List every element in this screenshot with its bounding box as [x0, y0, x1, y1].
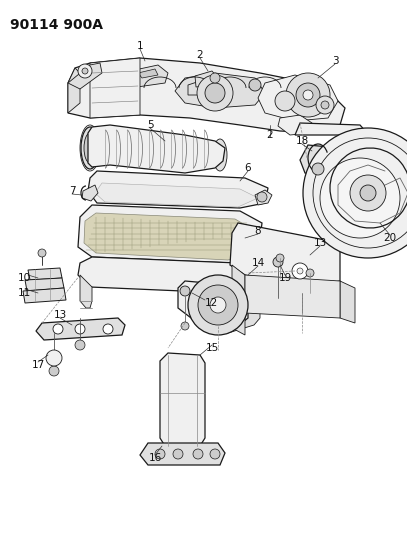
Polygon shape [88, 125, 225, 173]
Polygon shape [95, 183, 258, 207]
Circle shape [82, 68, 88, 74]
Text: 3: 3 [332, 56, 338, 66]
Circle shape [181, 322, 189, 330]
Circle shape [103, 324, 113, 334]
Polygon shape [68, 63, 102, 89]
Circle shape [210, 297, 226, 313]
Polygon shape [160, 353, 205, 446]
Polygon shape [228, 285, 260, 333]
Text: 19: 19 [278, 273, 292, 283]
Circle shape [197, 75, 233, 111]
Polygon shape [175, 73, 265, 108]
Text: 16: 16 [149, 453, 162, 463]
Circle shape [275, 91, 295, 111]
Circle shape [205, 83, 225, 103]
Polygon shape [68, 68, 80, 113]
Text: 14: 14 [252, 258, 265, 268]
Circle shape [210, 73, 220, 83]
Circle shape [313, 138, 407, 248]
Ellipse shape [213, 139, 227, 171]
Circle shape [273, 257, 283, 267]
Circle shape [321, 101, 329, 109]
Text: 1: 1 [137, 41, 143, 51]
Polygon shape [258, 75, 338, 121]
Text: 10: 10 [18, 273, 31, 283]
Text: 17: 17 [31, 360, 45, 370]
Circle shape [173, 449, 183, 459]
Polygon shape [23, 288, 66, 303]
Circle shape [78, 64, 92, 78]
Circle shape [303, 128, 407, 258]
Circle shape [180, 286, 190, 296]
Circle shape [49, 366, 59, 376]
Circle shape [312, 163, 324, 175]
Polygon shape [284, 253, 320, 295]
Polygon shape [80, 275, 92, 308]
Circle shape [292, 263, 308, 279]
Circle shape [297, 268, 303, 274]
Circle shape [257, 192, 267, 202]
Circle shape [188, 275, 248, 335]
Circle shape [303, 90, 313, 100]
Text: 90114 900A: 90114 900A [10, 18, 103, 32]
Polygon shape [84, 213, 252, 260]
Ellipse shape [81, 127, 99, 169]
Circle shape [360, 185, 376, 201]
Polygon shape [36, 318, 125, 340]
Polygon shape [195, 71, 218, 87]
Polygon shape [140, 443, 225, 465]
Circle shape [276, 254, 284, 262]
Polygon shape [278, 115, 312, 135]
Text: 18: 18 [295, 136, 309, 146]
Circle shape [286, 73, 330, 117]
Circle shape [296, 83, 320, 107]
Polygon shape [178, 281, 248, 327]
Polygon shape [68, 58, 345, 133]
Text: 5: 5 [147, 120, 153, 130]
Text: 13: 13 [313, 238, 327, 248]
Polygon shape [90, 58, 140, 118]
Ellipse shape [84, 133, 96, 163]
Polygon shape [82, 185, 98, 201]
Circle shape [193, 449, 203, 459]
Circle shape [75, 324, 85, 334]
Circle shape [320, 158, 400, 238]
Circle shape [53, 324, 63, 334]
Polygon shape [78, 205, 262, 263]
Text: 12: 12 [205, 298, 218, 308]
Text: 2: 2 [197, 50, 204, 60]
Circle shape [316, 96, 334, 114]
Text: 13: 13 [53, 310, 67, 320]
Polygon shape [138, 69, 158, 78]
Text: 11: 11 [18, 288, 31, 298]
Polygon shape [78, 257, 258, 293]
Polygon shape [340, 281, 355, 323]
Circle shape [38, 249, 46, 257]
Text: 15: 15 [206, 343, 219, 353]
Circle shape [350, 175, 386, 211]
Polygon shape [255, 190, 272, 205]
Text: 8: 8 [255, 226, 261, 236]
Text: 7: 7 [69, 186, 75, 196]
Circle shape [249, 79, 261, 91]
Polygon shape [188, 81, 206, 95]
Polygon shape [295, 123, 407, 193]
Circle shape [75, 340, 85, 350]
Polygon shape [25, 278, 64, 291]
Polygon shape [128, 65, 168, 87]
Polygon shape [88, 171, 268, 208]
Circle shape [155, 449, 165, 459]
Circle shape [210, 449, 220, 459]
Text: 2: 2 [267, 130, 274, 140]
Polygon shape [230, 223, 340, 288]
Text: 20: 20 [383, 233, 396, 243]
Text: 6: 6 [245, 163, 251, 173]
Circle shape [306, 269, 314, 277]
Circle shape [198, 285, 238, 325]
Polygon shape [232, 265, 245, 335]
Circle shape [46, 350, 62, 366]
Polygon shape [28, 268, 62, 280]
Polygon shape [245, 275, 340, 318]
Polygon shape [300, 145, 345, 178]
